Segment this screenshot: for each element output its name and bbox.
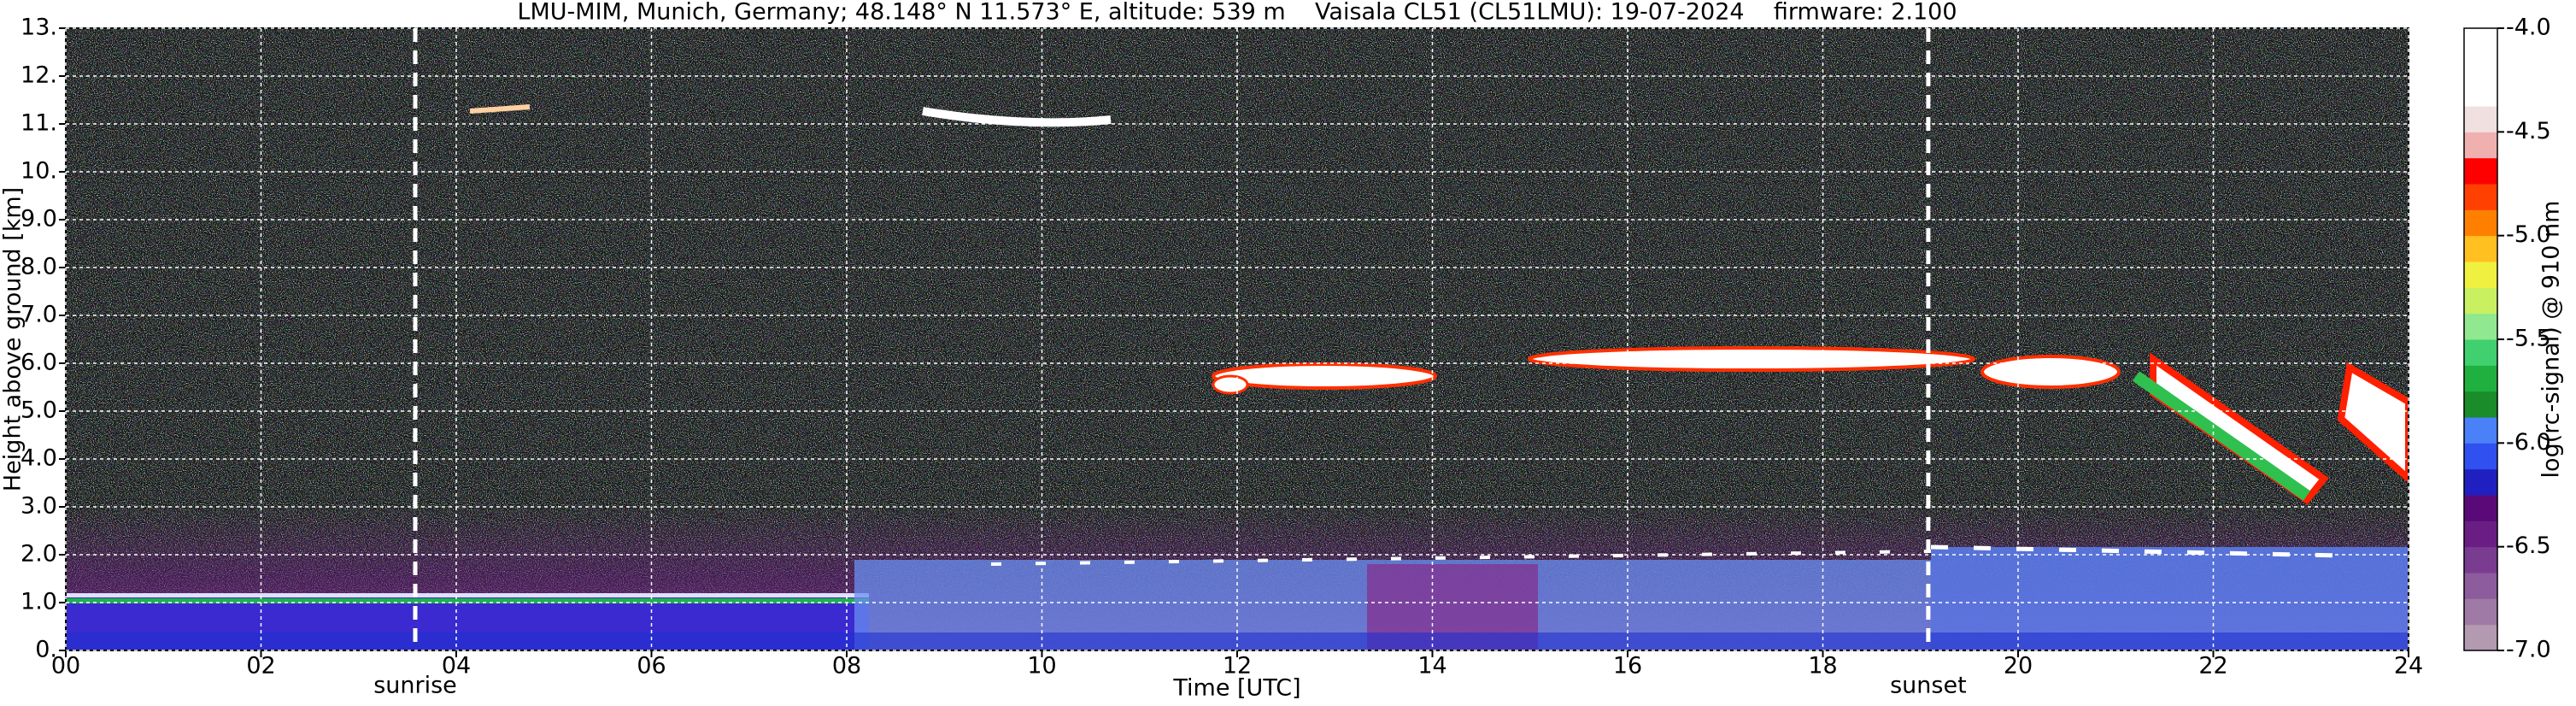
colorbar-bin (2464, 28, 2497, 55)
x-tick-label: 16 (1613, 653, 1642, 680)
colorbar-bin (2464, 54, 2497, 81)
colorbar-bin (2464, 391, 2497, 418)
colorbar-bin (2464, 157, 2497, 185)
colorbar-bin (2464, 495, 2497, 521)
x-axis-label: Time [UTC] (1172, 675, 1300, 702)
colorbar-bin (2464, 287, 2497, 315)
y-tick-label: 9.0 (21, 206, 57, 232)
cloud-base (1930, 544, 2342, 558)
x-tick-label: 24 (2394, 653, 2423, 680)
colorbar-tick-label: -4.0 (2506, 15, 2551, 41)
colorbar-bin (2464, 132, 2497, 159)
x-tick-label: 14 (1417, 653, 1446, 680)
cloud (2337, 362, 2409, 484)
y-tick-label: 11. (21, 110, 57, 137)
chart-title: LMU-MIM, Munich, Germany; 48.148° N 11.5… (517, 0, 1957, 26)
cirrus (469, 104, 531, 114)
cloud (1212, 374, 1249, 395)
cirrus (922, 107, 1112, 127)
colorbar-bin (2464, 443, 2497, 470)
colorbar-bin (2464, 573, 2497, 599)
y-tick-label: 7.0 (21, 302, 57, 328)
y-tick-label: 2.0 (21, 541, 57, 568)
colorbar-bin (2464, 313, 2497, 340)
colorbar-bin (2464, 598, 2497, 626)
y-tick-label: 6.0 (21, 350, 57, 376)
colorbar-bin (2464, 624, 2497, 651)
y-tick-label: 0. (35, 637, 57, 663)
y-tick-label: 12. (21, 62, 57, 89)
colorbar-bin (2464, 521, 2497, 548)
x-tick-label: 04 (442, 653, 471, 680)
x-tick-label: 20 (2004, 653, 2033, 680)
event-label: sunrise (373, 673, 457, 699)
colorbar-bin (2464, 235, 2497, 262)
colorbar-bin (2464, 546, 2497, 574)
cloud (1980, 355, 2121, 389)
cloud-edge (2132, 371, 2311, 501)
x-tick-label: 18 (1808, 653, 1837, 680)
colorbar-bin (2464, 106, 2497, 132)
colorbar-tick-label: -5.5 (2506, 326, 2551, 352)
x-tick-label: 02 (246, 653, 275, 680)
colorbar-bin (2464, 79, 2497, 107)
colorbar-label: log(rc-signal) @ 910 nm (2538, 201, 2565, 479)
low-layer-top (66, 598, 869, 603)
colorbar-bin (2464, 468, 2497, 496)
colorbar-tick-label: -7.0 (2506, 637, 2551, 663)
cloud (1528, 346, 1975, 372)
colorbar-bin (2464, 365, 2497, 392)
y-tick-label: 3.0 (21, 493, 57, 520)
colorbar-tick-label: -5.0 (2506, 221, 2551, 248)
x-tick-label: 12 (1223, 653, 1252, 680)
x-tick-label: 00 (51, 653, 80, 680)
colorbar-tick-label: -6.5 (2506, 532, 2551, 559)
y-tick-label: 8.0 (21, 254, 57, 280)
colorbar-bin (2464, 184, 2497, 210)
y-tick-label: 1.0 (21, 589, 57, 615)
x-tick-label: 22 (2198, 653, 2227, 680)
colorbar-bin (2464, 262, 2497, 288)
colorbar-bin (2464, 209, 2497, 237)
y-axis-label: Height above ground [km] (0, 187, 26, 491)
y-tick-label: 4.0 (21, 445, 57, 472)
y-tick-label: 5.0 (21, 397, 57, 424)
cloud (1212, 362, 1437, 390)
x-tick-label: 10 (1027, 653, 1056, 680)
colorbar-tick-label: -4.5 (2506, 118, 2551, 144)
event-label: sunset (1890, 673, 1967, 699)
low-layer-edge (66, 593, 869, 597)
x-tick-label: 08 (832, 653, 861, 680)
colorbar-bin (2464, 417, 2497, 444)
y-tick-label: 13. (21, 15, 57, 41)
colorbar-tick-label: -6.0 (2506, 429, 2551, 456)
y-tick-label: 10. (21, 158, 57, 185)
colorbar-bin (2464, 339, 2497, 366)
x-tick-label: 06 (637, 653, 666, 680)
